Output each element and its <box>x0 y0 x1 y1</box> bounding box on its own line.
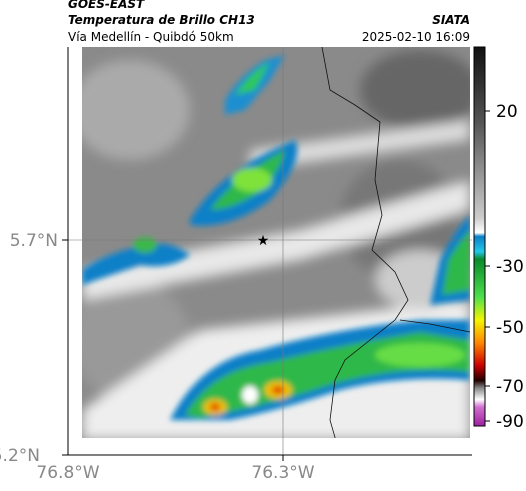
datetime: 2025-02-10 16:09 <box>362 30 470 44</box>
colorbar-tick: -30 <box>496 257 524 277</box>
subtitle: Vía Medellín - Quibdó 50km <box>68 30 234 44</box>
colorbar-tick: 20 <box>496 102 518 122</box>
lat-label: 5.2°N <box>0 446 40 466</box>
title: Temperatura de Brillo CH13 <box>68 13 255 27</box>
svg-text:★: ★ <box>257 233 270 249</box>
colorbar-tick: -70 <box>496 377 524 397</box>
lat-label: 5.7°N <box>10 231 58 251</box>
source: GOES-EAST <box>68 0 145 11</box>
brand: SIATA <box>432 13 470 27</box>
map: ★ <box>62 47 472 461</box>
colorbar <box>473 46 490 427</box>
lon-label: 76.8°W <box>36 463 99 483</box>
colorbar-tick: -50 <box>496 318 524 338</box>
colorbar-tick: -90 <box>496 412 524 432</box>
lon-label: 76.3°W <box>251 463 314 483</box>
